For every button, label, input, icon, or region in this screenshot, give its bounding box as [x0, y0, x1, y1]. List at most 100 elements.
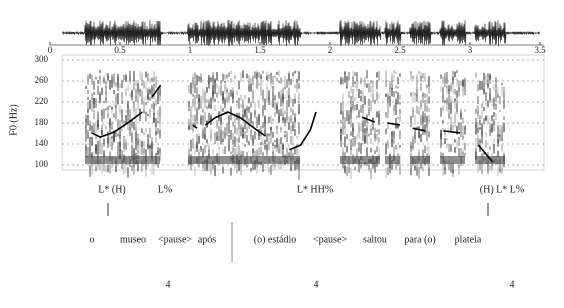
spectrogram-cell [350, 131, 352, 135]
spectrogram-cell [198, 135, 200, 144]
spectrogram-cell [272, 88, 274, 93]
spectrogram-cell [242, 128, 244, 133]
spectrogram-cell [493, 84, 495, 91]
spectrogram-cell [206, 87, 208, 93]
spectrogram-cell [370, 128, 372, 136]
spectrogram-cell [395, 104, 397, 110]
spectrogram-cell [200, 97, 202, 107]
spectrogram-cell [387, 97, 389, 103]
spectrogram-cell [256, 150, 258, 162]
spectrogram-cell [240, 94, 242, 101]
spectrogram-cell [393, 70, 395, 73]
spectrogram-cell [477, 105, 479, 113]
spectrogram-cell [376, 71, 378, 78]
spectrogram-cell [145, 149, 147, 162]
spectrogram-cell [236, 127, 238, 135]
spectrogram-cell [362, 129, 364, 141]
spectrogram-cell [111, 76, 113, 84]
spectrogram-cell [149, 127, 151, 138]
spectrogram-cell [298, 71, 300, 81]
spectrogram-cell [272, 97, 274, 108]
spectrogram-band [440, 156, 465, 164]
spectrogram-cell [462, 136, 464, 140]
spectrogram-cell [342, 102, 344, 112]
tone-label: L* HH% [297, 184, 333, 195]
spectrogram-cell [503, 92, 505, 105]
spectrogram-cell [143, 148, 145, 152]
spectrogram-cell [252, 75, 254, 86]
spectrogram-cell [254, 149, 256, 153]
spectrogram-cell [206, 144, 208, 148]
spectrogram-cell [159, 119, 161, 131]
spectrogram-cell [284, 110, 286, 115]
spectrogram-cell [497, 166, 499, 177]
spectrogram-cell [111, 142, 113, 151]
spectrogram-cell [294, 148, 296, 155]
spectrogram-cell [105, 108, 107, 111]
spectrogram-cell [260, 125, 262, 137]
spectrogram-cell [477, 134, 479, 143]
spectrogram-cell [105, 73, 107, 76]
spectrogram-cell [448, 144, 450, 153]
spectrogram-cell [385, 93, 387, 97]
spectrogram-cell [366, 127, 368, 132]
spectrogram-cell [364, 95, 366, 105]
spectrogram-cell [228, 115, 230, 126]
spectrogram-cell [360, 143, 362, 154]
spectrogram-cell [91, 125, 93, 130]
spectrogram-cell [378, 128, 380, 135]
spectrogram-cell [127, 114, 129, 121]
spectrogram-cell [214, 165, 216, 177]
spectrogram-cell [131, 118, 133, 129]
spectrogram-cell [222, 138, 224, 143]
spectrogram-cell [497, 133, 499, 144]
spectrogram-cell [95, 136, 97, 140]
break-index: 4 [314, 279, 319, 290]
spectrogram-cell [493, 144, 495, 150]
spectrogram-cell [479, 141, 481, 146]
spectrogram-cell [101, 164, 103, 174]
spectrogram-cell [218, 151, 220, 160]
spectrogram-cell [477, 96, 479, 105]
spectrogram-cell [135, 139, 137, 151]
spectrogram-cell [188, 106, 190, 111]
spectrogram-cell [254, 102, 256, 108]
spectrogram-cell [418, 107, 420, 114]
spectrogram-cell [426, 115, 428, 119]
spectrogram-cell [458, 148, 460, 158]
spectrogram-cell [103, 108, 105, 119]
spectrogram-cell [358, 122, 360, 131]
spectrogram-cell [391, 159, 393, 170]
spectrogram-cell [206, 139, 208, 144]
spectrogram-cell [348, 71, 350, 81]
spectrogram-cell [350, 95, 352, 103]
spectrogram-cell [137, 82, 139, 92]
spectrogram-cell [214, 79, 216, 83]
spectrogram-cell [194, 81, 196, 92]
spectrogram-cell [358, 146, 360, 152]
spectrogram-cell [422, 111, 424, 124]
spectrogram-cell [260, 80, 262, 87]
spectrogram-cell [356, 80, 358, 92]
spectrogram-cell [240, 150, 242, 157]
spectrogram-cell [462, 148, 464, 154]
spectrogram-cell [226, 88, 228, 98]
spectrogram-cell [248, 109, 250, 112]
spectrogram-cell [159, 116, 161, 125]
spectrogram-cell [412, 146, 414, 151]
spectrogram-cell [135, 108, 137, 119]
spectrogram-cell [428, 96, 430, 104]
spectrogram-cell [129, 80, 131, 85]
spectrogram-cell [155, 123, 157, 134]
spectrogram-cell [105, 80, 107, 90]
spectrogram-cell [294, 129, 296, 136]
spectrogram-cell [493, 98, 495, 110]
spectrogram-cell [290, 107, 292, 113]
spectrogram-cell [444, 167, 446, 175]
spectrogram-cell [444, 72, 446, 84]
spectrogram-cell [210, 117, 212, 122]
spectrogram-cell [115, 130, 117, 138]
spectrogram-cell [190, 82, 192, 92]
spectrogram-cell [216, 152, 218, 156]
spectrogram-cell [420, 100, 422, 107]
